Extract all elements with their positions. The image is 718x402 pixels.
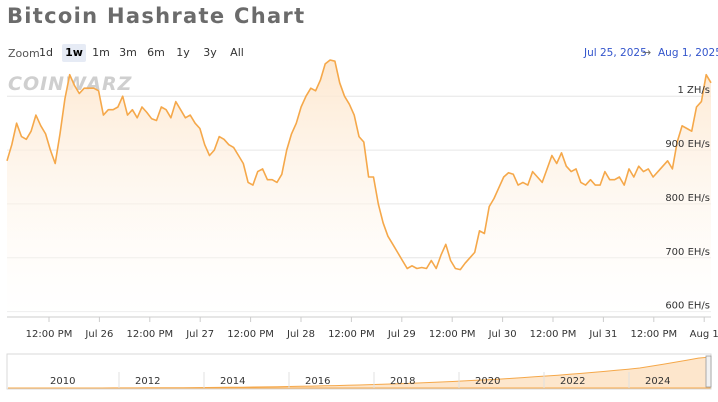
- zoom-3y-button[interactable]: 3y: [203, 46, 217, 59]
- x-tick-label: 12:00 PM: [429, 329, 476, 340]
- navigator-year-label: 2020: [475, 376, 500, 387]
- zoom-label: Zoom: [8, 47, 40, 60]
- navigator-year-label: 2014: [220, 376, 245, 387]
- navigator-year-label: 2024: [645, 376, 670, 387]
- x-tick-label: Jul 31: [588, 329, 617, 340]
- hashrate-area: [7, 60, 711, 317]
- navigator-series: [8, 356, 711, 389]
- zoom-1d-button[interactable]: 1d: [39, 46, 53, 59]
- navigator[interactable]: 2010 2012 2014 2016 2018 2020 2022 2024: [6, 353, 712, 390]
- x-tick-label: Jul 28: [286, 329, 315, 340]
- range-arrow-icon: →: [642, 46, 652, 59]
- x-tick-label: 12:00 PM: [126, 329, 173, 340]
- navigator-handle[interactable]: [705, 355, 712, 388]
- y-tick-label: 600 EH/s: [665, 301, 710, 312]
- y-tick-label: 800 EH/s: [665, 193, 710, 204]
- zoom-1w-button[interactable]: 1w: [62, 44, 86, 62]
- hashrate-line: [6, 59, 712, 271]
- navigator-year-label: 2010: [50, 376, 75, 387]
- navigator-year-label: 2018: [390, 376, 415, 387]
- x-tick-label: Aug 1: [690, 329, 718, 340]
- x-tick-label: Jul 29: [387, 329, 416, 340]
- navigator-year-label: 2016: [305, 376, 330, 387]
- range-from-date[interactable]: Jul 25, 2025: [584, 47, 647, 59]
- x-tick-label: Jul 30: [488, 329, 517, 340]
- y-tick-label: 1 ZH/s: [678, 85, 711, 96]
- navigator-year-label: 2022: [560, 376, 585, 387]
- x-tick-label: 12:00 PM: [227, 329, 274, 340]
- zoom-6m-button[interactable]: 6m: [147, 46, 165, 59]
- range-to-date[interactable]: Aug 1, 2025: [658, 47, 718, 59]
- x-tick-label: 12:00 PM: [630, 329, 677, 340]
- x-tick-label: 12:00 PM: [26, 329, 73, 340]
- y-tick-label: 900 EH/s: [665, 139, 710, 150]
- zoom-all-button[interactable]: All: [230, 46, 244, 59]
- x-tick-label: 12:00 PM: [530, 329, 577, 340]
- y-tick-label: 700 EH/s: [665, 247, 710, 258]
- zoom-1m-button[interactable]: 1m: [92, 46, 110, 59]
- chart-title: Bitcoin Hashrate Chart: [7, 4, 306, 28]
- zoom-3m-button[interactable]: 3m: [119, 46, 137, 59]
- x-tick-label: 12:00 PM: [328, 329, 375, 340]
- x-tick-label: Jul 27: [185, 329, 214, 340]
- zoom-1y-button[interactable]: 1y: [176, 46, 190, 59]
- navigator-year-label: 2012: [135, 376, 160, 387]
- x-tick-label: Jul 26: [84, 329, 113, 340]
